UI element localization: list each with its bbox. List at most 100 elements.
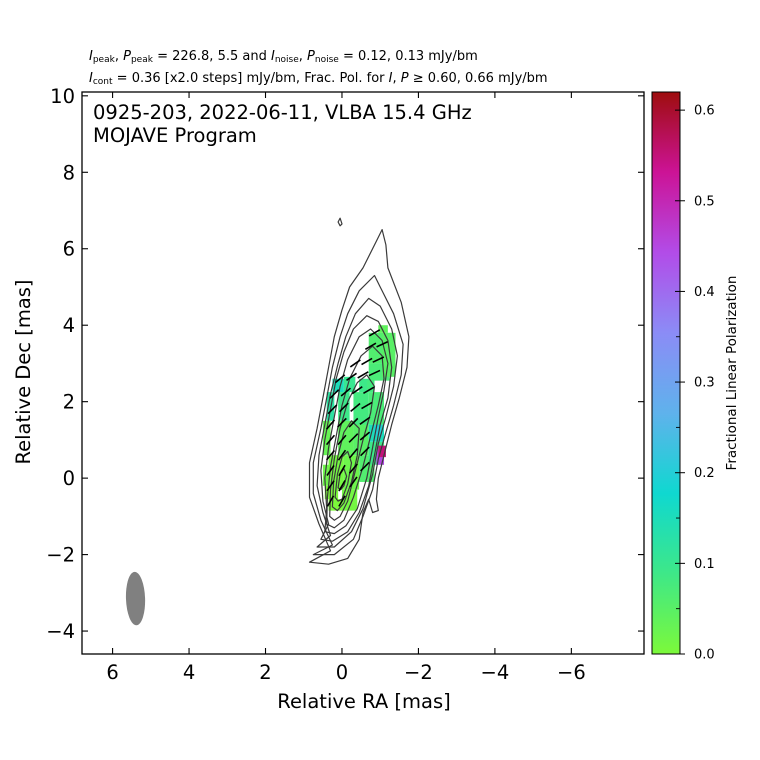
chart-title-line-2: MOJAVE Program (93, 124, 257, 147)
evpa-tick (363, 386, 375, 394)
evpa-ticks (325, 329, 388, 507)
evpa-tick (325, 419, 336, 430)
evpa-tick (359, 416, 371, 425)
pol-pixel (322, 420, 331, 456)
x-tick-label: −6 (557, 661, 586, 684)
evpa-tick (368, 369, 381, 377)
header-line-2: Icont = 0.36 [x2.0 steps] mJy/bm, Frac. … (89, 71, 548, 87)
plot-frame (81, 91, 645, 655)
evpa-tick (326, 495, 335, 507)
pol-pixel (343, 376, 356, 393)
evpa-tick (340, 387, 351, 397)
evpa-tick (350, 402, 361, 412)
chart-title-line-1: 0925-203, 2022-06-11, VLBA 15.4 GHz (93, 101, 472, 124)
pol-pixel (328, 499, 344, 511)
evpa-tick (334, 374, 346, 384)
evpa-tick (351, 386, 363, 395)
evpa-tick (348, 433, 359, 443)
evpa-tick (348, 463, 358, 474)
evpa-tick (327, 404, 338, 415)
x-tick-label: 0 (336, 661, 348, 684)
x-axis-ticks: 6 4 2 0 −2 −4 −6 (106, 92, 586, 684)
y-tick-label: 6 (63, 238, 75, 261)
contour-line (312, 274, 404, 556)
colorbar-tick-label: 0.2 (694, 466, 715, 481)
colorbar-ticks: 0.0 0.1 0.2 0.3 0.4 0.5 0.6 (675, 104, 715, 663)
x-tick-label: −4 (481, 661, 510, 684)
evpa-tick (329, 389, 340, 399)
contour-line (320, 315, 393, 542)
contour-line (316, 297, 398, 548)
evpa-tick (349, 476, 358, 488)
evpa-tick (376, 341, 388, 348)
evpa-tick (359, 431, 371, 441)
pol-pixel (353, 392, 369, 425)
colorbar-tick-label: 0.4 (694, 285, 715, 300)
evpa-tick (361, 357, 373, 366)
evpa-tick (338, 402, 349, 413)
evpa-tick (357, 371, 369, 379)
y-axis-label: Relative Dec [mas] (12, 279, 35, 464)
evpa-tick (360, 446, 370, 457)
y-tick-label: −2 (46, 544, 75, 567)
evpa-tick (349, 359, 361, 368)
beam-ellipse-shape (125, 571, 146, 626)
evpa-tick (372, 356, 385, 363)
evpa-tick (325, 434, 336, 446)
y-tick-label: 4 (63, 314, 75, 337)
y-axis-ticks: −4 −2 0 2 4 6 8 10 (46, 85, 644, 643)
contour-line (324, 328, 389, 535)
evpa-tick (348, 448, 358, 459)
pol-pixel (378, 325, 388, 333)
evpa-tick (368, 329, 381, 337)
x-tick-label: 4 (183, 661, 195, 684)
y-tick-label: 8 (63, 161, 75, 184)
evpa-tick (338, 464, 346, 477)
pol-pixel (366, 380, 375, 393)
evpa-tick (346, 372, 358, 381)
evpa-tick (338, 480, 346, 492)
x-axis-label: Relative RA [mas] (277, 690, 450, 713)
pol-pixel (374, 422, 383, 437)
evpa-tick (337, 434, 347, 446)
contour-line (326, 345, 385, 529)
evpa-tick (338, 495, 346, 507)
y-tick-label: 2 (63, 391, 75, 414)
evpa-tick (326, 480, 335, 492)
plot-background (82, 92, 644, 654)
colorbar (651, 91, 681, 655)
evpa-tick (337, 449, 347, 461)
pol-pixel (338, 420, 354, 456)
colorbar-tick-label: 0.1 (694, 557, 715, 572)
beam-ellipse (125, 571, 146, 626)
pol-pixel (332, 378, 344, 393)
y-tick-label: −4 (46, 620, 75, 643)
evpa-tick (325, 449, 336, 461)
y-tick-label: 10 (50, 85, 75, 108)
header-line-1: Ipeak, Ppeak = 226.8, 5.5 and Inoise, Pn… (89, 49, 478, 65)
contour-line (337, 217, 343, 227)
evpa-tick (337, 417, 347, 428)
evpa-tick (364, 342, 377, 350)
evpa-tick (361, 401, 373, 410)
x-tick-label: 2 (259, 661, 271, 684)
evpa-tick (360, 461, 370, 472)
colorbar-tick-label: 0.0 (694, 648, 715, 663)
pol-pixel (387, 332, 394, 356)
contour-line (308, 229, 410, 565)
colorbar-tick-label: 0.6 (694, 104, 715, 119)
y-tick-label: 0 (63, 467, 75, 490)
intensity-contours (308, 217, 410, 565)
x-tick-label: 6 (106, 661, 118, 684)
colorbar-tick-label: 0.5 (694, 194, 715, 209)
pol-pixel (378, 445, 386, 458)
contour-line (331, 420, 360, 512)
contour-line (329, 374, 376, 521)
pol-pixel (353, 420, 369, 456)
colorbar-tick-label: 0.3 (694, 376, 715, 391)
colorbar-label: Fractional Linear Polarization (724, 276, 740, 471)
evpa-tick (326, 465, 335, 476)
evpa-tick (348, 417, 359, 428)
contour-line (334, 450, 353, 502)
